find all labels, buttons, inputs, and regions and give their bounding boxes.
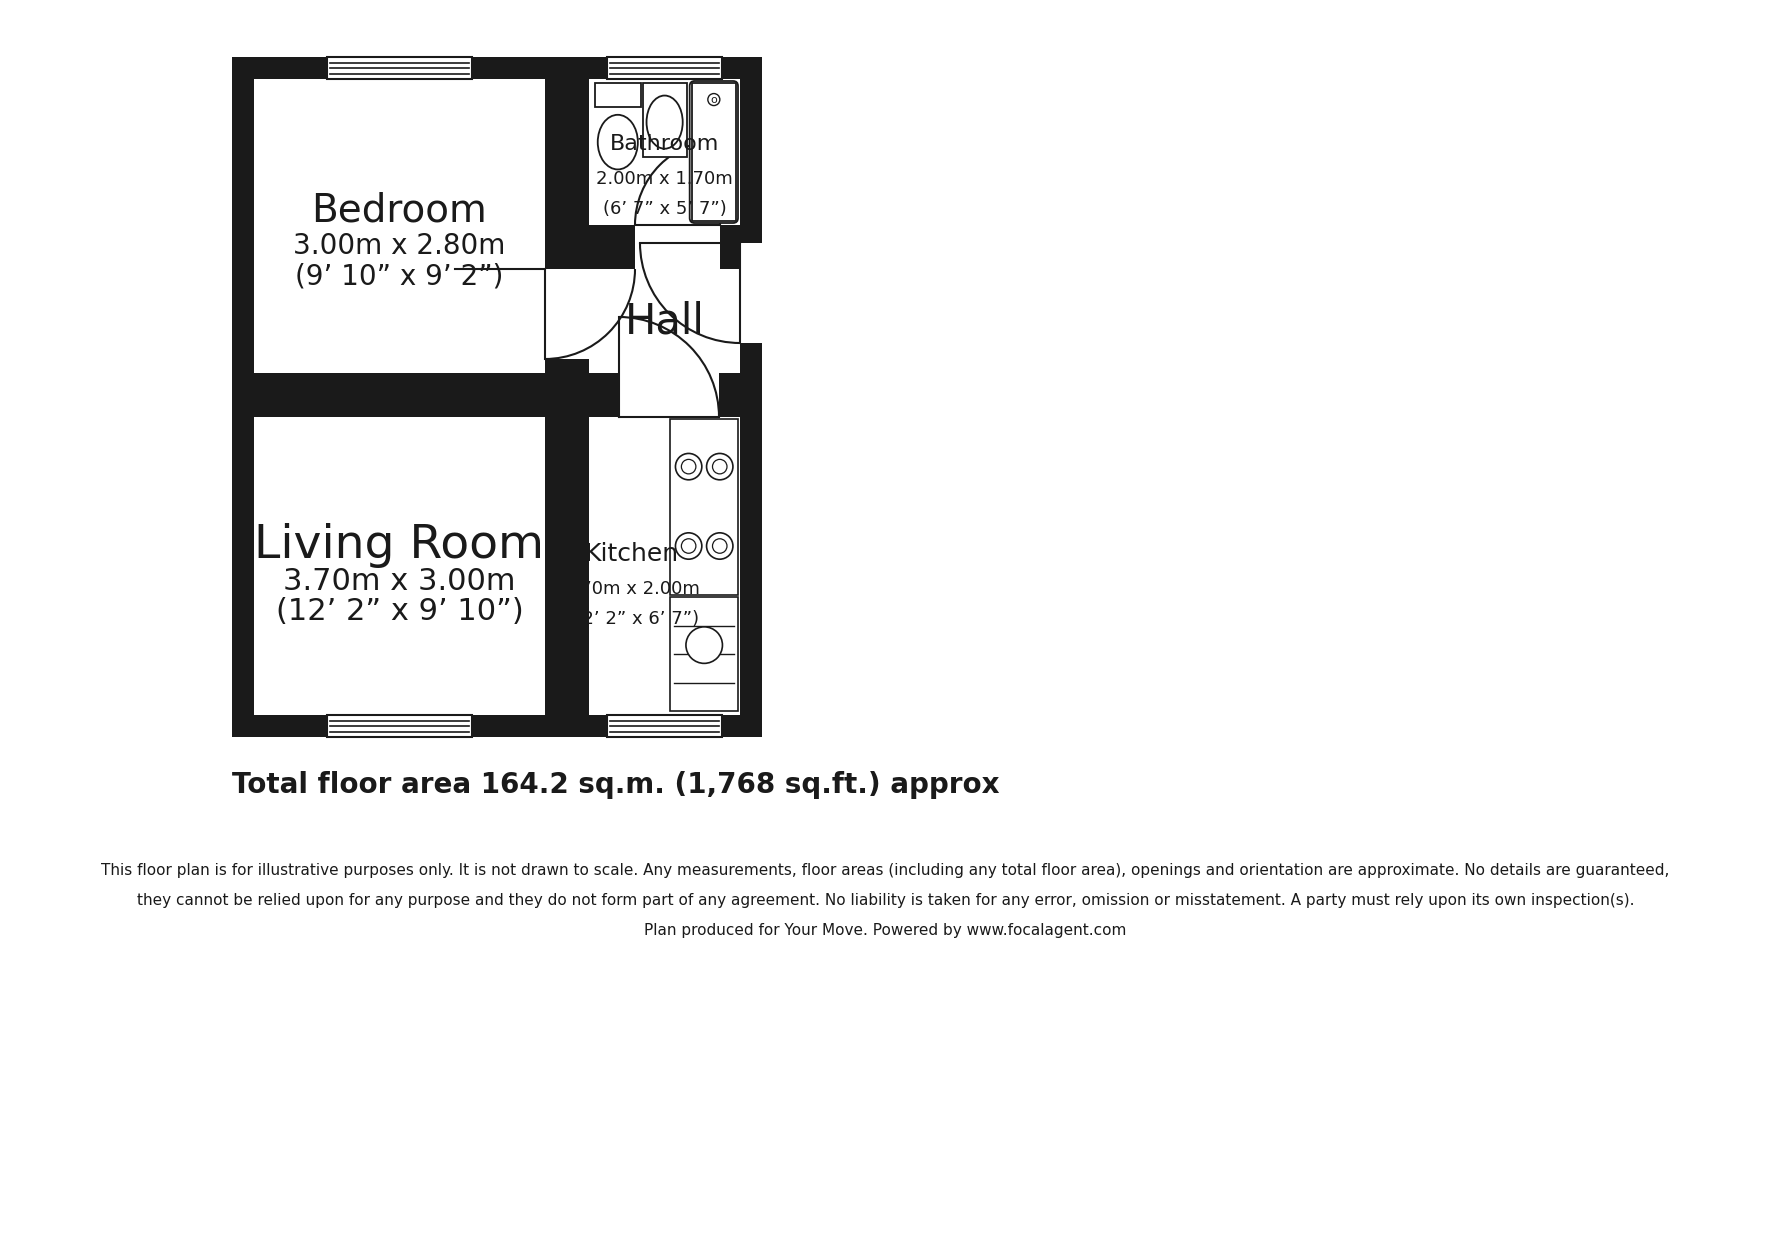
- Circle shape: [685, 627, 723, 663]
- Circle shape: [675, 533, 701, 559]
- Bar: [328, 715, 473, 737]
- Bar: [590, 79, 740, 224]
- Text: 2.00m x 1.70m: 2.00m x 1.70m: [597, 170, 733, 188]
- Bar: [607, 715, 723, 737]
- Circle shape: [707, 533, 733, 559]
- Circle shape: [712, 538, 726, 553]
- Circle shape: [675, 454, 701, 480]
- Text: Bathroom: Bathroom: [609, 134, 719, 154]
- Bar: [607, 57, 723, 79]
- Bar: [671, 598, 739, 711]
- Bar: [636, 224, 721, 269]
- Bar: [328, 57, 473, 79]
- Text: o: o: [710, 94, 717, 104]
- Text: they cannot be relied upon for any purpose and they do not form part of any agre: they cannot be relied upon for any purpo…: [136, 893, 1635, 908]
- Circle shape: [712, 459, 726, 474]
- Text: Kitchen: Kitchen: [584, 542, 678, 565]
- Bar: [740, 243, 762, 343]
- Circle shape: [708, 93, 719, 105]
- Text: Total floor area 164.2 sq.m. (1,768 sq.ft.) approx: Total floor area 164.2 sq.m. (1,768 sq.f…: [232, 771, 999, 799]
- Bar: [671, 419, 739, 595]
- Text: Living Room: Living Room: [255, 523, 544, 568]
- Bar: [607, 57, 723, 79]
- Text: 3.70m x 2.00m: 3.70m x 2.00m: [563, 580, 700, 598]
- Ellipse shape: [646, 95, 682, 149]
- Bar: [620, 373, 719, 417]
- Circle shape: [682, 538, 696, 553]
- FancyBboxPatch shape: [689, 81, 739, 223]
- Circle shape: [682, 459, 696, 474]
- Bar: [595, 83, 641, 107]
- Text: Hall: Hall: [625, 300, 705, 342]
- Bar: [607, 715, 723, 737]
- Bar: [232, 57, 762, 737]
- Ellipse shape: [599, 115, 638, 170]
- Text: Bedroom: Bedroom: [312, 192, 487, 229]
- Bar: [692, 83, 737, 221]
- Bar: [328, 57, 473, 79]
- Bar: [590, 269, 740, 373]
- Bar: [253, 79, 545, 373]
- Text: Plan produced for Your Move. Powered by www.focalagent.com: Plan produced for Your Move. Powered by …: [645, 923, 1126, 937]
- Text: 3.70m x 3.00m: 3.70m x 3.00m: [283, 567, 515, 595]
- Text: This floor plan is for illustrative purposes only. It is not drawn to scale. Any: This floor plan is for illustrative purp…: [101, 863, 1670, 878]
- Text: (12’ 2” x 9’ 10”): (12’ 2” x 9’ 10”): [276, 596, 524, 625]
- Text: (6’ 7” x 5’ 7”): (6’ 7” x 5’ 7”): [602, 200, 726, 218]
- Text: 3.00m x 2.80m: 3.00m x 2.80m: [294, 232, 507, 260]
- Text: (9’ 10” x 9’ 2”): (9’ 10” x 9’ 2”): [296, 262, 503, 290]
- Bar: [253, 417, 545, 715]
- Text: (12’ 2” x 6’ 7”): (12’ 2” x 6’ 7”): [563, 610, 700, 627]
- Bar: [643, 83, 687, 156]
- Circle shape: [707, 454, 733, 480]
- Bar: [590, 417, 740, 715]
- Bar: [545, 269, 590, 360]
- Bar: [328, 715, 473, 737]
